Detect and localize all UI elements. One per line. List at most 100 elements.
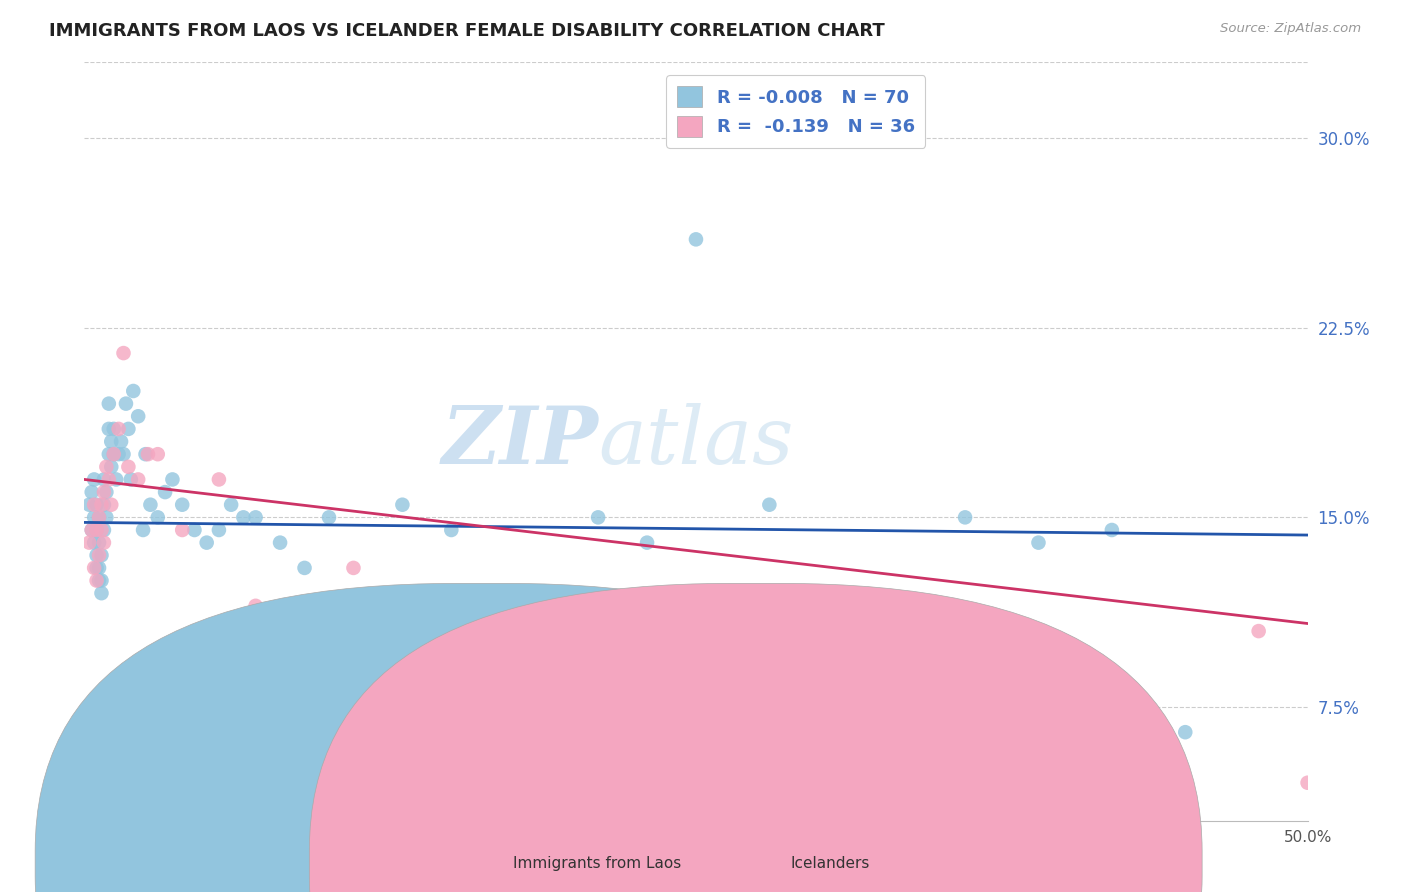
Text: Source: ZipAtlas.com: Source: ZipAtlas.com [1220, 22, 1361, 36]
Point [127, 409, 149, 424]
Point [83, 510, 105, 524]
Point [1125, 725, 1147, 739]
Point [77, 498, 100, 512]
Point [97, 447, 120, 461]
Point [1247, 624, 1270, 639]
Point [269, 535, 291, 549]
Text: ZIP: ZIP [441, 403, 598, 480]
Point [232, 510, 254, 524]
Point [139, 498, 162, 512]
Point [391, 637, 413, 651]
Point [90, 586, 112, 600]
Point [153, 485, 176, 500]
Point [97, 422, 120, 436]
Point [87, 535, 110, 549]
Point [172, 498, 194, 512]
Point [96, 485, 118, 500]
Point [342, 561, 364, 575]
Point [538, 662, 561, 676]
Point [117, 459, 139, 474]
Point [90, 523, 112, 537]
Point [100, 498, 122, 512]
Text: Icelanders: Icelanders [790, 856, 869, 871]
Point [391, 498, 413, 512]
Point [294, 611, 316, 625]
Point [208, 523, 231, 537]
Point [100, 434, 122, 449]
Point [96, 510, 118, 524]
Point [96, 459, 118, 474]
Point [685, 232, 707, 246]
Point [86, 561, 108, 575]
Point [636, 535, 658, 549]
Point [905, 687, 928, 701]
Point [103, 447, 125, 461]
Point [1296, 776, 1319, 790]
Point [586, 510, 609, 524]
Point [83, 561, 105, 575]
Point [464, 624, 486, 639]
Point [562, 649, 585, 664]
Point [162, 473, 184, 487]
Point [97, 473, 120, 487]
Point [1101, 523, 1123, 537]
Point [86, 574, 108, 588]
Point [342, 699, 364, 714]
Point [953, 510, 976, 524]
Point [115, 396, 138, 410]
Point [83, 498, 105, 512]
Point [100, 459, 122, 474]
Point [80, 523, 103, 537]
Point [135, 447, 157, 461]
Point [83, 535, 105, 549]
Point [440, 523, 463, 537]
Point [758, 498, 780, 512]
Text: Immigrants from Laos: Immigrants from Laos [513, 856, 682, 871]
Point [87, 510, 110, 524]
Point [90, 574, 112, 588]
Point [77, 535, 100, 549]
Point [1174, 725, 1197, 739]
Point [86, 523, 108, 537]
Point [1028, 535, 1050, 549]
Point [245, 510, 267, 524]
Point [103, 447, 125, 461]
Point [86, 523, 108, 537]
Point [132, 523, 155, 537]
Point [80, 485, 103, 500]
Point [90, 548, 112, 563]
Point [136, 447, 159, 461]
Point [367, 687, 389, 701]
Point [489, 674, 512, 689]
Point [105, 473, 128, 487]
Point [661, 599, 683, 613]
Point [112, 447, 135, 461]
Point [110, 434, 132, 449]
Point [93, 498, 115, 512]
Text: atlas: atlas [598, 403, 793, 480]
Point [146, 447, 169, 461]
Point [120, 473, 142, 487]
Point [294, 561, 316, 575]
Point [90, 498, 112, 512]
Point [219, 498, 242, 512]
Point [122, 384, 145, 398]
Point [117, 422, 139, 436]
Point [208, 473, 231, 487]
Legend: R = -0.008   N = 70, R =  -0.139   N = 36: R = -0.008 N = 70, R = -0.139 N = 36 [666, 75, 925, 148]
Point [112, 346, 135, 360]
Point [783, 662, 806, 676]
Point [93, 473, 115, 487]
Point [107, 422, 129, 436]
Point [172, 523, 194, 537]
Point [318, 510, 340, 524]
Point [146, 510, 169, 524]
Point [107, 447, 129, 461]
Point [953, 687, 976, 701]
Point [86, 498, 108, 512]
Point [87, 574, 110, 588]
Point [87, 561, 110, 575]
Point [97, 396, 120, 410]
Point [195, 535, 218, 549]
Point [831, 674, 853, 689]
